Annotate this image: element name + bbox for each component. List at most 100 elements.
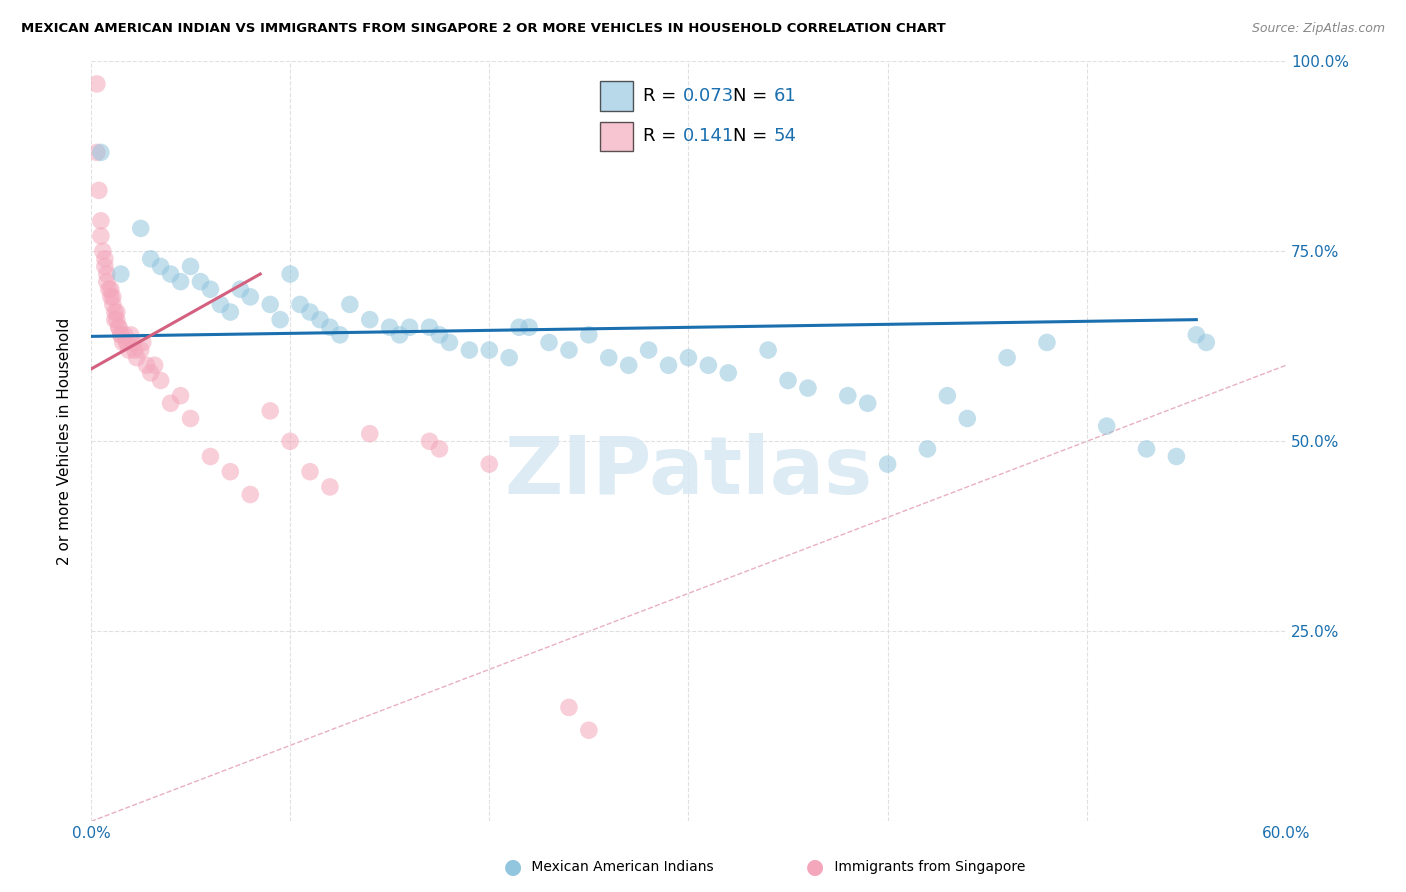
Point	[149, 374, 172, 388]
Point	[132, 335, 155, 350]
Point	[517, 320, 540, 334]
Point	[259, 297, 281, 311]
Point	[339, 297, 361, 311]
Point	[876, 457, 898, 471]
Point	[388, 327, 411, 342]
Point	[1095, 419, 1118, 434]
Text: Mexican American Indians: Mexican American Indians	[527, 860, 714, 874]
Point	[96, 275, 118, 289]
Point	[418, 320, 440, 334]
Point	[97, 282, 120, 296]
Point	[90, 229, 112, 244]
Point	[319, 480, 342, 494]
Point	[329, 327, 352, 342]
Point	[598, 351, 620, 365]
Point	[856, 396, 879, 410]
Point	[118, 343, 141, 357]
Point	[439, 335, 461, 350]
Point	[917, 442, 939, 456]
Point	[143, 358, 166, 372]
Point	[104, 305, 127, 319]
Point	[1195, 335, 1218, 350]
Point	[498, 351, 520, 365]
Point	[200, 450, 222, 464]
Point	[578, 723, 600, 738]
Point	[159, 267, 181, 281]
Point	[219, 465, 242, 479]
Point	[190, 275, 212, 289]
Point	[149, 260, 172, 274]
Point	[637, 343, 659, 357]
Point	[278, 267, 301, 281]
Point	[717, 366, 740, 380]
Text: ●: ●	[807, 857, 824, 877]
Point	[115, 335, 138, 350]
Point	[110, 267, 132, 281]
Point	[101, 297, 124, 311]
Point	[776, 374, 799, 388]
Point	[101, 290, 124, 304]
Point	[1166, 450, 1188, 464]
Point	[91, 244, 114, 259]
Point	[298, 305, 321, 319]
Point	[837, 389, 859, 403]
Point	[558, 343, 581, 357]
Point	[200, 282, 222, 296]
Point	[936, 389, 959, 403]
Point	[108, 320, 131, 334]
Point	[259, 404, 281, 418]
Text: MEXICAN AMERICAN INDIAN VS IMMIGRANTS FROM SINGAPORE 2 OR MORE VEHICLES IN HOUSE: MEXICAN AMERICAN INDIAN VS IMMIGRANTS FR…	[21, 22, 946, 36]
Point	[139, 366, 162, 380]
Point	[298, 465, 321, 479]
Point	[239, 290, 262, 304]
Point	[319, 320, 342, 334]
Point	[209, 297, 232, 311]
Point	[697, 358, 720, 372]
Point	[94, 252, 117, 266]
Point	[96, 267, 118, 281]
Point	[114, 327, 136, 342]
Point	[398, 320, 420, 334]
Point	[159, 396, 181, 410]
Point	[797, 381, 820, 395]
Point	[537, 335, 560, 350]
Point	[86, 145, 108, 160]
Point	[121, 335, 143, 350]
Point	[508, 320, 530, 334]
Point	[378, 320, 401, 334]
Text: ZIPatlas: ZIPatlas	[505, 433, 873, 511]
Point	[458, 343, 481, 357]
Point	[478, 343, 501, 357]
Y-axis label: 2 or more Vehicles in Household: 2 or more Vehicles in Household	[58, 318, 72, 565]
Point	[105, 312, 128, 326]
Point	[180, 260, 202, 274]
Text: ●: ●	[505, 857, 522, 877]
Point	[86, 77, 108, 91]
Point	[124, 343, 146, 357]
Point	[429, 327, 451, 342]
Point	[100, 290, 122, 304]
Point	[108, 320, 131, 334]
Point	[229, 282, 252, 296]
Point	[1135, 442, 1157, 456]
Point	[278, 434, 301, 449]
Point	[288, 297, 311, 311]
Point	[995, 351, 1018, 365]
Point	[418, 434, 440, 449]
Point	[110, 327, 132, 342]
Point	[657, 358, 679, 372]
Point	[429, 442, 451, 456]
Point	[90, 214, 112, 228]
Point	[617, 358, 640, 372]
Point	[239, 487, 262, 501]
Point	[269, 312, 291, 326]
Point	[105, 305, 128, 319]
Point	[100, 282, 122, 296]
Point	[120, 327, 142, 342]
Point	[956, 411, 979, 425]
Point	[169, 389, 191, 403]
Point	[558, 700, 581, 714]
Point	[478, 457, 501, 471]
Point	[104, 312, 127, 326]
Text: Source: ZipAtlas.com: Source: ZipAtlas.com	[1251, 22, 1385, 36]
